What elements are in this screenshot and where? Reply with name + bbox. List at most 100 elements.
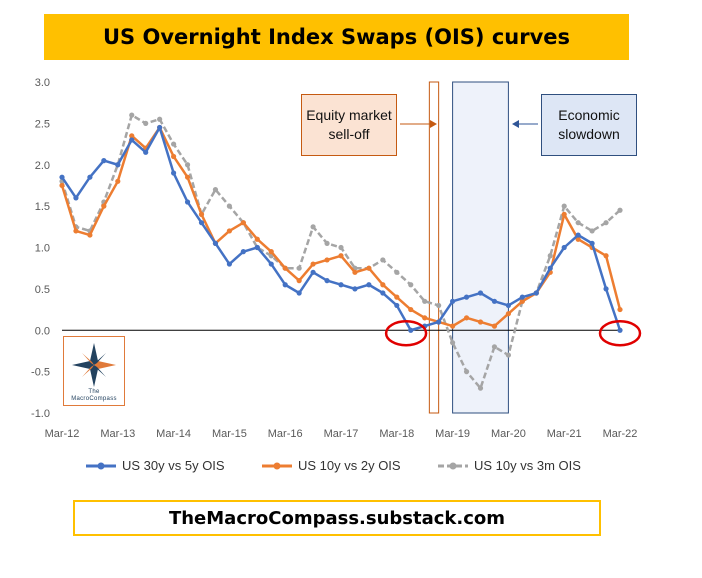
data-point-0 — [589, 240, 595, 246]
legend-label-10y2y: US 10y vs 2y OIS — [298, 458, 401, 473]
data-point-0 — [575, 232, 581, 238]
data-point-0 — [184, 199, 191, 205]
data-point-0 — [59, 174, 65, 180]
economic-slowdown-annotation: Economic slowdown — [541, 94, 637, 156]
data-point-1 — [394, 294, 400, 300]
data-point-2 — [575, 220, 581, 226]
compass-star-icon — [72, 343, 116, 387]
data-point-0 — [226, 261, 232, 267]
data-point-0 — [617, 327, 623, 333]
data-point-0 — [505, 302, 511, 309]
y-axis-ticks: 3.0 2.5 2.0 1.5 1.0 0.5 0.0 -0.5 -1.0 — [31, 77, 50, 420]
data-point-1 — [87, 232, 93, 238]
data-point-1 — [463, 315, 470, 321]
equity-selloff-annotation: Equity market sell-off — [301, 94, 397, 156]
data-point-1 — [296, 278, 302, 284]
data-point-2 — [212, 186, 219, 193]
shaded-periods — [428, 81, 509, 414]
data-point-1 — [338, 253, 344, 259]
data-point-1 — [59, 182, 65, 189]
data-point-2 — [450, 340, 456, 346]
data-point-1 — [171, 153, 177, 160]
shaded-period-econ — [452, 81, 509, 414]
x-tick-label: Mar-12 — [45, 428, 80, 440]
highlight-circles — [384, 320, 642, 347]
data-point-2 — [617, 207, 623, 213]
data-point-0 — [212, 240, 219, 246]
data-point-0 — [408, 327, 414, 333]
y-tick-label: 2.5 — [35, 118, 50, 130]
chart-title-banner: US Overnight Index Swaps (OIS) curves — [44, 14, 629, 60]
data-point-2 — [408, 282, 414, 288]
data-point-0 — [519, 294, 525, 300]
data-point-0 — [380, 290, 386, 296]
legend-swatch-30y5y — [86, 462, 116, 469]
data-point-0 — [394, 302, 400, 309]
chart-title: US Overnight Index Swaps (OIS) curves — [102, 25, 571, 49]
data-point-1 — [282, 265, 288, 271]
data-point-2 — [324, 240, 330, 246]
data-point-0 — [171, 170, 177, 176]
data-point-1 — [198, 211, 205, 217]
y-tick-label: -0.5 — [31, 367, 50, 379]
data-point-1 — [450, 323, 456, 329]
legend-swatch-10y3m — [438, 462, 468, 469]
x-tick-label: Mar-22 — [603, 428, 638, 440]
data-point-0 — [296, 290, 302, 296]
data-point-2 — [171, 141, 177, 147]
data-point-0 — [115, 162, 121, 168]
data-point-1 — [115, 178, 121, 184]
data-point-0 — [561, 244, 567, 251]
x-tick-label: Mar-17 — [324, 428, 359, 440]
data-point-2 — [226, 203, 232, 209]
y-tick-label: 1.0 — [35, 243, 50, 255]
y-tick-label: 0.5 — [35, 284, 50, 296]
data-point-1 — [380, 282, 386, 288]
data-point-2 — [394, 269, 400, 275]
data-point-2 — [143, 120, 149, 126]
shaded-period-equity — [428, 81, 440, 414]
data-point-0 — [436, 319, 442, 325]
data-point-0 — [338, 282, 344, 288]
data-point-1 — [408, 306, 414, 313]
data-point-0 — [87, 174, 93, 180]
data-point-0 — [603, 286, 609, 292]
data-point-1 — [603, 253, 609, 259]
data-point-0 — [129, 137, 135, 143]
data-point-2 — [296, 265, 302, 271]
data-point-0 — [324, 278, 330, 284]
y-tick-label: 0.0 — [35, 325, 50, 337]
x-tick-label: Mar-14 — [156, 428, 191, 440]
equity-arrowhead — [430, 120, 437, 128]
data-point-1 — [324, 257, 330, 263]
series-lines — [59, 112, 623, 391]
data-point-2 — [477, 385, 484, 391]
data-point-0 — [491, 298, 498, 304]
data-point-1 — [254, 236, 260, 242]
data-point-1 — [519, 298, 525, 304]
data-point-1 — [226, 228, 232, 234]
data-point-1 — [505, 311, 511, 317]
data-point-0 — [463, 294, 470, 300]
data-point-1 — [73, 228, 79, 234]
series-line-0 — [60, 126, 622, 332]
data-point-1 — [352, 269, 358, 275]
data-point-1 — [268, 249, 274, 255]
data-point-0 — [547, 265, 553, 271]
highlight-circle — [384, 320, 428, 347]
x-tick-label: Mar-16 — [268, 428, 303, 440]
data-point-1 — [129, 133, 135, 139]
data-point-1 — [101, 203, 107, 209]
data-point-2 — [505, 352, 511, 358]
data-point-0 — [198, 220, 205, 226]
legend-label-10y3m: US 10y vs 3m OIS — [474, 458, 581, 473]
data-point-2 — [561, 203, 567, 209]
data-point-0 — [240, 249, 246, 255]
legend-item-30y5y: US 30y vs 5y OIS — [86, 458, 225, 473]
x-tick-label: Mar-15 — [212, 428, 247, 440]
data-point-1 — [477, 319, 484, 325]
legend-item-10y3m: US 10y vs 3m OIS — [438, 458, 581, 473]
data-point-0 — [282, 282, 288, 288]
data-point-2 — [547, 253, 553, 259]
legend-label-30y5y: US 30y vs 5y OIS — [122, 458, 225, 473]
